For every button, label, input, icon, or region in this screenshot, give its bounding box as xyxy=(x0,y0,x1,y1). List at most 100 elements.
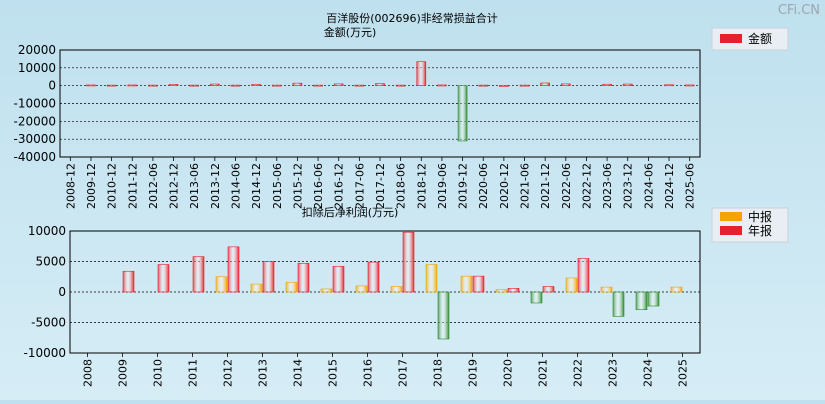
chart2-bar xyxy=(495,289,508,293)
chart1-ytick-label: 0 xyxy=(48,79,56,93)
chart1-bar xyxy=(499,85,509,87)
chart1-title: 百洋股份(002696)非经常损益合计 xyxy=(326,11,498,25)
chart2-bar xyxy=(635,291,648,310)
chart1-xtick-label: 2021-06 xyxy=(519,163,532,209)
chart2-ytick-label: -10000 xyxy=(23,346,66,360)
chart1-xtick-label: 2015-12 xyxy=(291,163,304,209)
chart1-xtick-label: 2017-12 xyxy=(374,163,387,209)
chart2-bar xyxy=(192,256,205,293)
chart1-bar xyxy=(375,83,385,86)
chart1-bar xyxy=(148,84,158,87)
chart2-legend-label: 中报 xyxy=(748,209,772,224)
chart1-xtick-label: 2013-12 xyxy=(209,163,222,209)
chart2-xtick-label: 2025 xyxy=(677,359,690,387)
chart1-xtick-label: 2012-12 xyxy=(168,163,181,209)
chart2-xtick-label: 2021 xyxy=(537,359,550,387)
chart2-bar xyxy=(215,276,228,293)
chart1-bar xyxy=(395,84,406,87)
chart1-xtick-label: 2008-12 xyxy=(64,163,77,209)
chart1-xtick-label: 2018-06 xyxy=(395,163,408,209)
chart1-xtick-label: 2012-06 xyxy=(147,163,160,209)
chart2-title: 扣除后净利润(万元) xyxy=(302,205,399,219)
chart2-xtick-label: 2017 xyxy=(397,359,410,387)
chart1-legend-box xyxy=(711,27,789,51)
chart2-bar xyxy=(320,288,333,293)
chart1-xtick-label: 2023-12 xyxy=(622,163,635,209)
chart1-xtick-label: 2024-06 xyxy=(642,163,655,209)
chart1-bar xyxy=(519,84,530,87)
chart2-bar xyxy=(425,264,438,293)
chart1-xtick-label: 2022-12 xyxy=(580,163,593,209)
chart1-bar xyxy=(251,84,261,86)
chart2-bar xyxy=(262,261,275,293)
chart2-bar xyxy=(670,286,683,293)
chart1-xtick-label: 2019-12 xyxy=(457,163,470,209)
chart1-xtick-label: 2015-06 xyxy=(271,163,284,209)
chart1-bar xyxy=(333,83,344,86)
chart2-xtick-label: 2020 xyxy=(502,359,515,387)
chart1-bar xyxy=(416,61,427,86)
chart2-xtick-label: 2014 xyxy=(292,359,305,387)
chart2-ytick-label: 5000 xyxy=(35,255,66,269)
chart2-legend-label: 年报 xyxy=(748,223,772,238)
chart1-xtick-label: 2018-12 xyxy=(415,163,428,209)
chart1-bar xyxy=(540,82,550,86)
chart2-bar xyxy=(437,291,450,340)
chart2-xtick-label: 2018 xyxy=(432,359,445,387)
chart1-bar xyxy=(437,84,447,87)
chart2-bar xyxy=(332,266,345,293)
chart2-bar xyxy=(390,286,403,293)
chart2-bar xyxy=(647,291,660,307)
chart1-xtick-label: 2009-12 xyxy=(85,163,98,209)
chart2-bar xyxy=(460,275,473,293)
chart1-bar xyxy=(561,83,571,86)
chart1-xtick-label: 2025-06 xyxy=(684,163,697,209)
chart2-bar xyxy=(402,231,415,293)
chart2-xtick-label: 2016 xyxy=(362,359,375,387)
chart2-bar xyxy=(612,291,625,317)
chart2-xtick-label: 2008 xyxy=(82,359,95,387)
chart2-plot: 10000 5000 0 -5000 -10000 2008 2009 2010 2011 201… xyxy=(23,207,789,387)
chart1-bar xyxy=(189,84,199,87)
chart2-ytick-label: -5000 xyxy=(31,316,66,330)
chart1-legend: 金额 xyxy=(711,27,789,51)
chart2-xtick-label: 2011 xyxy=(187,359,200,387)
chart1-subtitle: 金额(万元) xyxy=(324,25,377,39)
chart2-bar xyxy=(297,263,310,293)
chart2-bar xyxy=(157,264,170,293)
chart2-bar xyxy=(600,286,613,293)
chart1-xtick-label: 2023-06 xyxy=(601,163,614,209)
chart1-xtick-label: 2011-12 xyxy=(126,163,139,209)
chart2-xtick-label: 2012 xyxy=(222,359,235,387)
chart2-xtick-label: 2015 xyxy=(327,359,340,387)
chart2-xtick-label: 2024 xyxy=(642,359,655,387)
chart1-plot: 20000 10000 0 -10000 -20000 -30000 -40000 2008-… xyxy=(13,27,789,209)
chart1-xtick-label: 2016-06 xyxy=(312,163,325,209)
chart2-ytick-label: 10000 xyxy=(28,224,66,238)
chart1-bar xyxy=(478,84,489,87)
chart2-bar xyxy=(250,283,263,293)
chart2-bar xyxy=(122,270,135,293)
chart1-legend-swatch xyxy=(720,34,742,43)
chart2-legend-swatch xyxy=(720,226,742,235)
chart2-legend-swatch xyxy=(720,212,742,221)
chart1-bar xyxy=(127,84,138,87)
chart2-bar xyxy=(367,261,380,293)
chart2-bar xyxy=(530,291,543,304)
chart1-ytick-label: -40000 xyxy=(13,150,56,164)
chart1-xtick-label: 2021-12 xyxy=(539,163,552,209)
chart2-bar xyxy=(472,275,485,293)
chart1-ytick-label: 20000 xyxy=(18,43,56,57)
chart1-bar xyxy=(622,83,633,86)
chart1-bar xyxy=(684,84,695,87)
chart2-xtick-label: 2009 xyxy=(117,359,130,387)
chart1-bar xyxy=(313,84,323,87)
chart1-xtick-label: 2010-12 xyxy=(106,163,119,209)
chart1-legend-label: 金额 xyxy=(748,31,772,46)
chart1-ytick-label: -10000 xyxy=(13,97,56,111)
chart2-xtick-label: 2013 xyxy=(257,359,270,387)
chart1-xtick-label: 2020-12 xyxy=(498,163,511,209)
chart2-xtick-label: 2019 xyxy=(467,359,480,387)
